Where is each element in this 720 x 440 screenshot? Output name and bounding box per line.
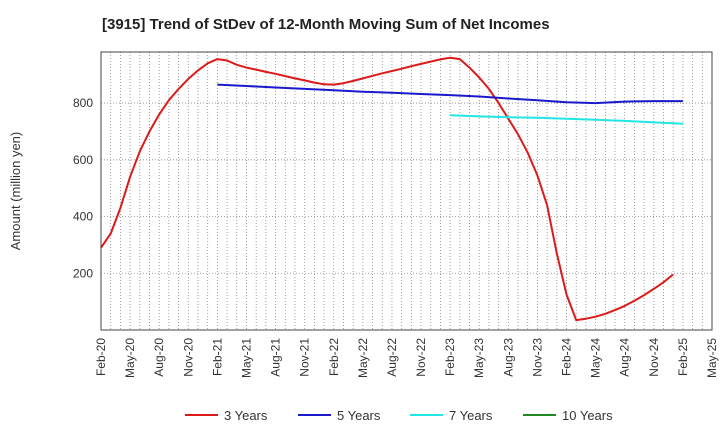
x-tick-label: May-21 bbox=[239, 338, 253, 378]
x-tick-label: Nov-21 bbox=[298, 338, 312, 377]
x-tick-label: May-24 bbox=[589, 338, 603, 378]
x-tick-label: Feb-21 bbox=[210, 338, 224, 376]
x-tick-label: Feb-20 bbox=[94, 338, 108, 376]
y-tick-labels: 200 400 600 800 bbox=[73, 96, 93, 280]
y-tick-label: 600 bbox=[73, 153, 93, 167]
x-tick-label: Nov-22 bbox=[414, 338, 428, 377]
x-tick-label: May-25 bbox=[705, 338, 719, 378]
x-tick-label: Nov-20 bbox=[181, 338, 195, 377]
y-axis-label: Amount (million yen) bbox=[8, 132, 23, 251]
legend-label: 7 Years bbox=[449, 408, 493, 423]
legend-label: 3 Years bbox=[224, 408, 268, 423]
series-lines bbox=[100, 56, 683, 322]
x-tick-label: Aug-22 bbox=[385, 338, 399, 377]
y-tick-label: 200 bbox=[73, 266, 93, 280]
series-line-5-years bbox=[217, 83, 683, 105]
x-tick-label: Feb-25 bbox=[676, 338, 690, 376]
x-tick-label: Feb-22 bbox=[327, 338, 341, 376]
chart-title: [3915] Trend of StDev of 12-Month Moving… bbox=[102, 16, 550, 33]
x-tick-label: Aug-20 bbox=[152, 338, 166, 377]
legend-label: 10 Years bbox=[562, 408, 613, 423]
x-tick-label: Aug-24 bbox=[618, 338, 632, 377]
x-tick-label: Nov-23 bbox=[530, 338, 544, 377]
x-tick-label: Aug-21 bbox=[269, 338, 283, 377]
legend-label: 5 Years bbox=[337, 408, 381, 423]
grid-lines bbox=[101, 52, 712, 330]
x-tick-label: May-23 bbox=[472, 338, 486, 378]
series-line-7-years bbox=[450, 114, 683, 125]
x-tick-label: May-22 bbox=[356, 338, 370, 378]
y-tick-label: 800 bbox=[73, 96, 93, 110]
legend: 3 Years 5 Years 7 Years 10 Years bbox=[185, 408, 613, 423]
plot-background bbox=[101, 52, 712, 330]
x-tick-label: May-20 bbox=[123, 338, 137, 378]
x-tick-label: Feb-24 bbox=[560, 338, 574, 376]
plot-frame bbox=[100, 51, 713, 331]
x-tick-labels: Feb-20 May-20 Aug-20 Nov-20 Feb-21 May-21 Aug-… bbox=[94, 338, 719, 378]
x-tick-label: Nov-24 bbox=[647, 338, 661, 377]
x-tick-label: Feb-23 bbox=[443, 338, 457, 376]
series-line-3-years bbox=[100, 56, 674, 322]
x-tick-label: Aug-23 bbox=[501, 338, 515, 377]
y-tick-label: 400 bbox=[73, 210, 93, 224]
